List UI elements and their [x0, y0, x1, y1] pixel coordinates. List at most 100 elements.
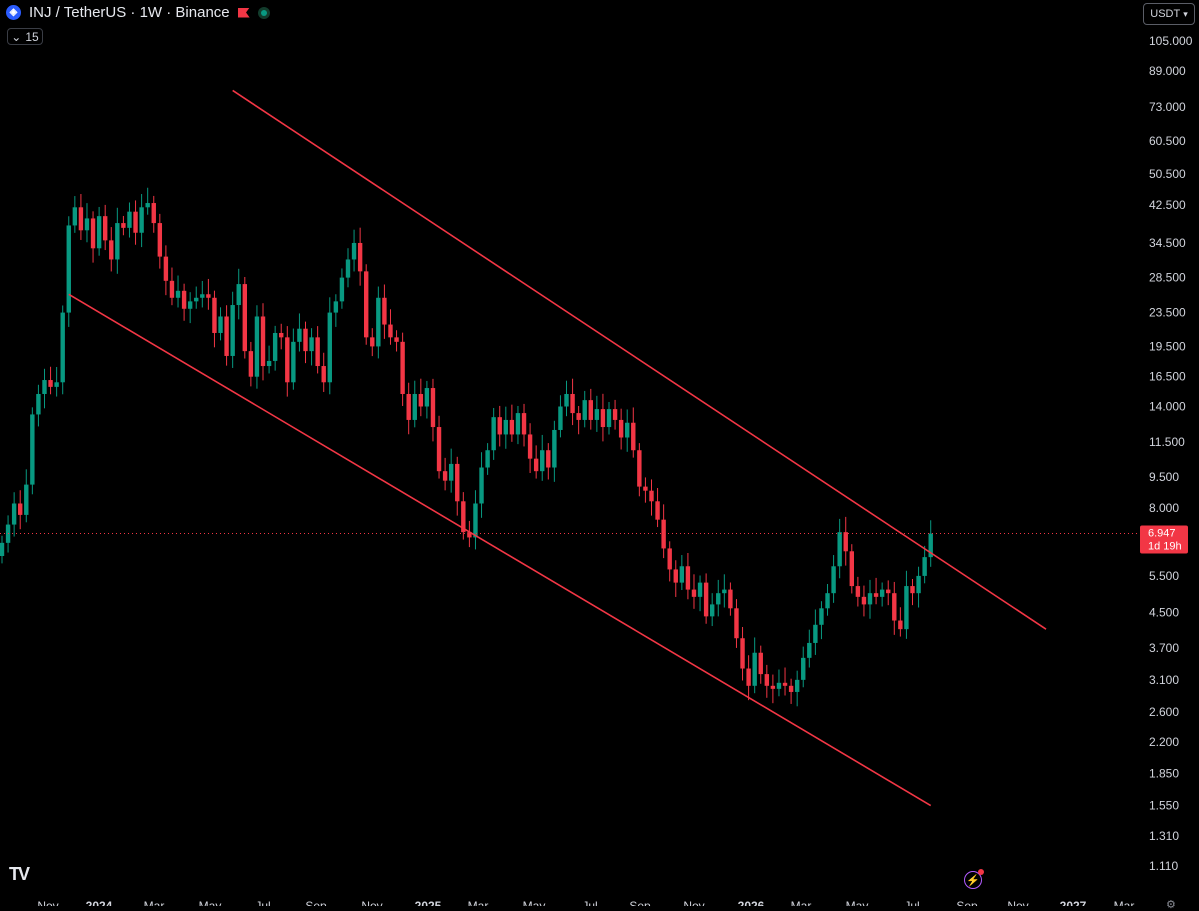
x-tick-label: Mar — [144, 899, 165, 906]
candle-body — [187, 301, 193, 309]
collapse-indicators-button[interactable]: ⌄ 15 — [7, 28, 43, 45]
candle-body — [703, 582, 709, 617]
y-tick-label: 4.500 — [1149, 605, 1179, 619]
x-tick-label: 2024 — [86, 899, 113, 906]
candle-body — [48, 380, 53, 387]
candle-body — [600, 409, 606, 428]
candle-body — [339, 277, 345, 302]
candle-body — [855, 586, 861, 597]
currency-selector[interactable]: USDT ▾ — [1143, 3, 1195, 25]
candle-body — [430, 388, 436, 428]
candle-body — [916, 575, 921, 594]
candle-body — [734, 608, 739, 639]
y-tick-label: 1.550 — [1149, 799, 1179, 813]
x-tick-label: Mar — [468, 899, 489, 906]
candle-body — [242, 284, 247, 352]
candle-body — [764, 674, 770, 686]
candle-body — [807, 642, 812, 658]
candle-body — [776, 682, 782, 689]
y-tick-label: 60.500 — [1149, 134, 1186, 148]
x-tick-label: Nov — [361, 899, 382, 906]
candle-body — [673, 569, 678, 583]
candle-body — [491, 417, 496, 451]
candle-body — [90, 218, 96, 249]
candle-body — [752, 652, 757, 686]
y-tick-label: 8.000 — [1149, 501, 1179, 515]
candle-body — [303, 328, 308, 352]
market-open-icon — [257, 6, 270, 19]
candle-body — [54, 382, 59, 387]
candle-body — [576, 413, 581, 420]
candle-body — [24, 484, 29, 515]
candle-body — [728, 589, 733, 609]
x-tick-label: Sep — [629, 899, 651, 906]
candle-body — [558, 406, 563, 430]
candle-body — [455, 463, 460, 502]
candle-body — [406, 393, 411, 420]
x-tick-label: Jul — [904, 899, 919, 906]
candle-body — [782, 682, 788, 686]
candle-body — [515, 413, 521, 435]
candle-body — [667, 548, 672, 570]
x-tick-label: Nov — [683, 899, 704, 906]
candle-body — [102, 216, 108, 241]
candle-body — [618, 419, 624, 438]
candle-body — [594, 409, 600, 420]
flag-icon[interactable] — [237, 7, 250, 18]
y-tick-label: 19.500 — [1149, 339, 1186, 353]
x-tick-label: Nov — [37, 899, 58, 906]
y-tick-label: 73.000 — [1149, 100, 1186, 114]
candle-body — [72, 207, 78, 226]
chevron-down-icon: ▾ — [1183, 8, 1188, 19]
candle-body — [564, 393, 569, 407]
candle-body — [133, 211, 138, 233]
last-price-badge — [1140, 525, 1188, 554]
candle-body — [400, 341, 405, 394]
candle-body — [661, 519, 666, 549]
candle-body — [521, 413, 527, 435]
y-tick-label: 42.500 — [1149, 198, 1186, 212]
candle-body — [758, 652, 763, 675]
y-tick-label: 1.110 — [1149, 859, 1178, 873]
bolt-icon[interactable]: ⚡ — [964, 869, 984, 889]
candle-body — [66, 225, 71, 313]
candle-body — [588, 400, 593, 420]
candle-body — [448, 463, 454, 481]
logo-text: TV — [9, 864, 30, 884]
candle-body — [109, 240, 114, 260]
candle-body — [922, 557, 927, 576]
currency-label: USDT — [1150, 8, 1181, 20]
candle-body — [194, 297, 199, 302]
candle-body — [655, 501, 660, 520]
candle-body — [503, 419, 509, 435]
candle-body — [169, 280, 175, 298]
candle-body — [625, 422, 630, 438]
candle-body — [236, 284, 241, 306]
candle-body — [351, 242, 357, 260]
candle-body — [30, 414, 35, 485]
candle-body — [212, 297, 217, 333]
candle-body — [813, 624, 818, 643]
candle-body — [649, 490, 654, 502]
x-tick-label: May — [523, 899, 546, 906]
candle-body — [442, 471, 448, 481]
x-tick-label: Sep — [956, 899, 978, 906]
x-tick-label: Nov — [1007, 899, 1028, 906]
candle-body — [716, 593, 721, 605]
chart-title[interactable]: INJ / TetherUS · 1W · Binance — [29, 4, 230, 21]
candle-body — [370, 337, 375, 347]
candle-body — [570, 393, 575, 414]
tradingview-logo-icon[interactable]: TV — [9, 864, 30, 885]
candle-body — [886, 589, 891, 594]
candle-body — [78, 207, 84, 231]
candle-body — [497, 417, 502, 435]
candle-body — [218, 316, 223, 333]
candle-body — [315, 337, 320, 367]
candle-body — [388, 324, 393, 338]
gear-icon[interactable]: ⚙ — [1166, 899, 1176, 911]
candle-body — [849, 551, 854, 587]
candle-body — [127, 211, 132, 228]
candle-body — [691, 589, 697, 597]
candle-body — [272, 332, 278, 361]
